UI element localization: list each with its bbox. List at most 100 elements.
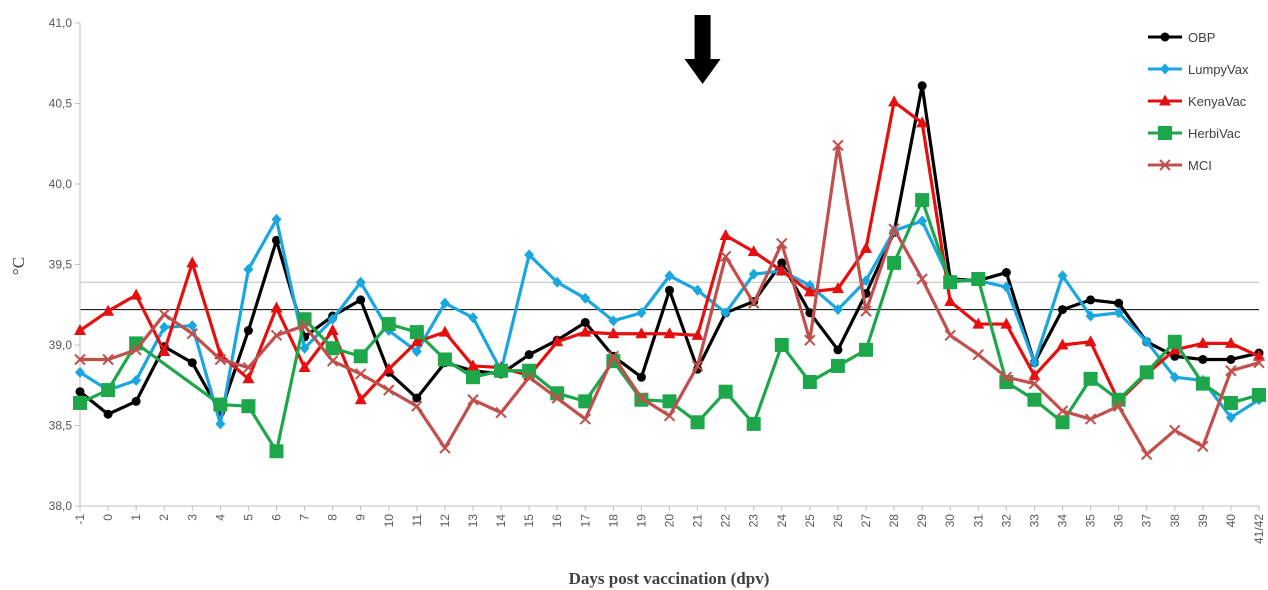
data-point-mci (916, 273, 928, 285)
data-point-kenyavac (831, 282, 844, 294)
x-tick-label: -1 (73, 514, 87, 525)
data-point-herbivac (325, 341, 340, 356)
data-point-lumpyvax (636, 307, 647, 319)
data-point-lumpyvax (861, 275, 871, 287)
data-point-obp (75, 387, 85, 397)
annotation-layer (684, 15, 721, 84)
data-point-kenyavac (551, 335, 564, 347)
data-point-herbivac (241, 399, 256, 414)
legend-item-herbivac: HerbiVac (1148, 126, 1241, 141)
data-point-herbivac (662, 394, 677, 409)
data-point-lumpyvax (159, 321, 170, 333)
data-point-mci (804, 334, 816, 346)
data-point-mci (748, 297, 760, 309)
data-point-kenyavac (579, 325, 592, 337)
data-point-kenyavac (1253, 349, 1265, 361)
data-point-kenyavac (467, 359, 479, 371)
data-point-herbivac (887, 255, 902, 270)
data-point-kenyavac (354, 393, 367, 405)
data-point-herbivac (774, 338, 789, 352)
x-tick-label: 2 (157, 514, 171, 521)
legend-item-obp: OBP (1148, 30, 1215, 45)
data-point-lumpyvax (439, 297, 450, 309)
x-tick-label: 1 (129, 514, 143, 521)
data-point-mci (523, 371, 535, 383)
x-tick-label: 25 (803, 514, 817, 528)
x-tick-label: 13 (466, 514, 480, 528)
x-tick-label: 16 (550, 514, 564, 528)
x-tick-label: 14 (494, 514, 508, 528)
x-tick-label: 37 (1140, 514, 1154, 528)
data-point-lumpyvax (271, 213, 282, 225)
data-point-lumpyvax (243, 263, 254, 275)
data-point-obp (1226, 354, 1236, 364)
data-point-kenyavac (1000, 317, 1013, 329)
data-point-mci (1028, 377, 1041, 390)
x-tick-label: 29 (915, 514, 929, 528)
y-tick-label: 41,0 (49, 16, 73, 30)
data-point-herbivac (718, 384, 733, 399)
data-point-mci (1253, 357, 1265, 369)
data-point-herbivac (269, 444, 284, 459)
x-tick-label: 21 (691, 514, 705, 528)
x-tick-label: 36 (1112, 514, 1126, 528)
data-point-lumpyvax (215, 418, 226, 430)
data-point-lumpyvax (468, 312, 478, 324)
arrow-down-icon (684, 59, 721, 84)
x-tick-label: 35 (1084, 514, 1098, 528)
series-mci (74, 139, 1265, 461)
data-point-obp (524, 350, 534, 360)
data-point-kenyavac (888, 95, 901, 107)
data-point-obp (272, 235, 281, 245)
data-point-kenyavac (803, 285, 816, 297)
x-tick-label: 5 (241, 514, 255, 521)
data-point-herbivac (381, 317, 396, 332)
data-point-kenyavac (158, 344, 171, 356)
data-point-mci (579, 413, 591, 425)
data-point-kenyavac (860, 241, 872, 253)
legend-item-lumpyvax: LumpyVax (1148, 62, 1249, 77)
data-point-herbivac (578, 394, 593, 409)
data-point-mci (635, 392, 648, 404)
data-point-mci (1197, 440, 1209, 453)
data-point-obp (917, 81, 927, 91)
x-axis-tick-labels: -1 0 1 2 3 4 5 6 7 8 9 10 11 12 13 14 15 16 17 18 19 20 21 22 23… (73, 506, 1266, 544)
y-tick-label: 40,0 (49, 177, 73, 191)
legend-marker (1159, 94, 1171, 106)
data-point-mci (832, 139, 844, 152)
x-tick-label: 4 (213, 514, 227, 521)
data-point-herbivac (466, 370, 480, 385)
legend-label: HerbiVac (1188, 126, 1241, 141)
data-point-mci (214, 353, 227, 366)
data-point-obp (187, 358, 197, 368)
data-point-lumpyvax (327, 313, 338, 325)
data-point-herbivac (1195, 376, 1210, 391)
data-point-herbivac (213, 397, 228, 412)
data-point-lumpyvax (1057, 270, 1068, 282)
x-tick-label: 18 (606, 514, 620, 528)
data-point-lumpyvax (524, 249, 535, 261)
data-point-mci (130, 344, 142, 356)
data-point-herbivac (353, 349, 368, 364)
data-point-herbivac (409, 325, 424, 340)
data-point-kenyavac (130, 288, 143, 300)
data-point-kenyavac (410, 335, 423, 347)
data-point-kenyavac (1224, 336, 1237, 348)
y-tick-label: 39,0 (49, 338, 73, 352)
data-point-obp (1058, 305, 1067, 315)
data-point-obp (833, 345, 843, 355)
data-point-lumpyvax (1085, 310, 1096, 322)
data-point-mci (383, 384, 395, 396)
arrow-shaft (694, 15, 711, 59)
data-point-lumpyvax (720, 307, 731, 319)
y-tick-label: 39,5 (49, 258, 73, 272)
x-tick-label: 23 (747, 514, 761, 528)
x-tick-label: 38 (1168, 514, 1182, 528)
x-tick-label: 31 (971, 514, 985, 528)
x-tick-label: 11 (410, 514, 424, 527)
series-layer (73, 81, 1266, 461)
legend-marker (1158, 126, 1172, 140)
data-point-herbivac (915, 193, 930, 208)
data-point-obp (131, 396, 141, 406)
x-tick-label: 12 (438, 514, 452, 528)
